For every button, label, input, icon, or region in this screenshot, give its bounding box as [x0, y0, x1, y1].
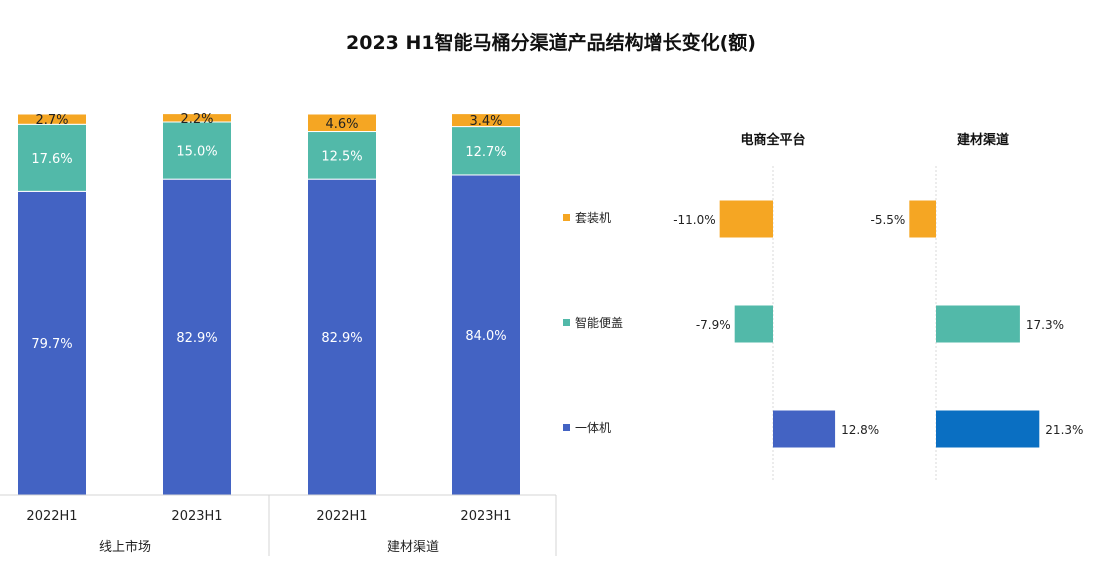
bar-segment — [307, 113, 377, 133]
panel-title: 电商全平台 — [740, 132, 805, 148]
bar-value-label: 82.9% — [321, 331, 362, 346]
legend-swatch — [563, 424, 570, 431]
bar-value-label: 3.4% — [469, 114, 502, 129]
growth-bar — [719, 200, 773, 238]
growth-bar — [734, 305, 773, 343]
bar-segment — [17, 123, 87, 192]
stacked-bar-chart: 79.7% 17.6% 2.7% 2022H1 82.9% 15.0% 2.2% 2023H1… — [0, 112, 557, 556]
bar-value-label: 84.0% — [465, 329, 506, 344]
growth-value-label: -7.9% — [696, 318, 731, 332]
legend-swatch — [563, 214, 570, 221]
growth-bar — [909, 200, 936, 238]
bar-value-label: 12.5% — [321, 149, 362, 164]
growth-bar — [936, 410, 1040, 448]
x-tick-label: 2023H1 — [460, 509, 511, 524]
bar-value-label: 12.7% — [465, 145, 506, 160]
bar-value-label: 4.6% — [325, 117, 358, 132]
bar-value-label: 82.9% — [176, 331, 217, 346]
x-tick-label: 2023H1 — [171, 509, 222, 524]
legend-label: 一体机 — [575, 421, 611, 435]
bar-value-label: 15.0% — [176, 145, 217, 160]
group-label: 建材渠道 — [387, 540, 439, 555]
bar-segment — [17, 113, 87, 125]
bar-value-label: 17.6% — [31, 152, 72, 167]
group-label: 线上市场 — [99, 539, 151, 555]
growth-value-label: -11.0% — [673, 213, 715, 227]
chart-title: 2023 H1智能马桶分渠道产品结构增长变化(额) — [346, 32, 756, 54]
legend-label: 套装机 — [575, 211, 611, 225]
bar-segment — [17, 190, 87, 496]
bar-value-label: 2.2% — [180, 112, 213, 127]
growth-value-label: 12.8% — [841, 423, 879, 437]
bar-value-label: 79.7% — [31, 337, 72, 352]
legend-label: 智能便盖 — [575, 315, 623, 330]
panel-title: 建材渠道 — [957, 132, 1009, 148]
growth-value-label: 17.3% — [1026, 318, 1064, 332]
bar-segment — [162, 178, 232, 496]
growth-value-label: 21.3% — [1045, 423, 1083, 437]
growth-bar — [773, 410, 836, 448]
bar-segment — [451, 126, 521, 176]
bar-segment — [162, 113, 232, 123]
x-tick-label: 2022H1 — [26, 509, 77, 524]
bar-segment — [451, 113, 521, 128]
x-tick-label: 2022H1 — [316, 509, 367, 524]
growth-value-label: -5.5% — [870, 213, 905, 227]
growth-bar — [936, 305, 1020, 343]
legend-swatch — [563, 319, 570, 326]
bar-value-label: 2.7% — [35, 113, 68, 128]
